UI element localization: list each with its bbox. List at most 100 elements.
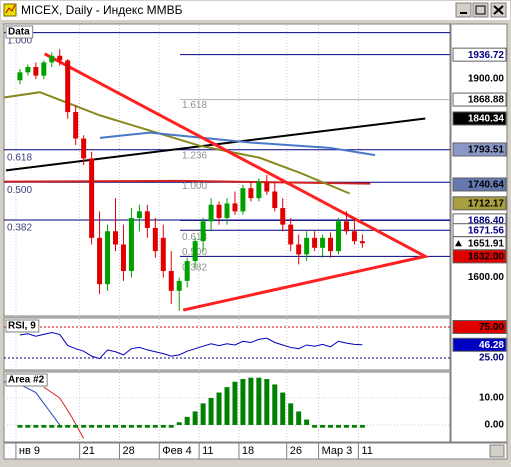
bar xyxy=(57,424,63,428)
price-label: 1868.88 xyxy=(468,95,505,106)
candle-body xyxy=(240,188,246,212)
candle-body xyxy=(120,244,126,271)
candle-body xyxy=(232,203,238,212)
candle-body xyxy=(288,224,294,245)
y-tick-label: 1900.00 xyxy=(468,74,505,85)
last-value-label-box xyxy=(452,337,507,352)
bar xyxy=(240,379,246,425)
candle-body xyxy=(208,204,214,222)
price-label-box xyxy=(452,142,507,157)
fib-label: 0.618 xyxy=(182,232,207,243)
bar xyxy=(73,424,79,428)
candle-body xyxy=(359,241,365,244)
fib-label: 1.000 xyxy=(7,35,32,46)
fib-label: 0.618 xyxy=(7,152,32,163)
bar xyxy=(272,384,278,425)
bar xyxy=(351,424,357,428)
bar xyxy=(41,424,47,428)
y-tick-label: 10.00 xyxy=(479,393,504,404)
price-label: 1793.51 xyxy=(468,145,505,156)
candle-body xyxy=(304,237,310,255)
bar xyxy=(312,424,318,428)
y-tick-label: 25.00 xyxy=(479,353,504,364)
bar xyxy=(89,424,95,428)
bar xyxy=(168,424,174,428)
bar xyxy=(184,416,190,425)
candle-body xyxy=(33,67,39,76)
bar xyxy=(216,392,222,425)
candle-body xyxy=(144,211,150,228)
price-label-box xyxy=(452,111,507,126)
candle-body xyxy=(25,67,31,73)
bar xyxy=(200,403,206,425)
bar xyxy=(25,424,31,428)
date-label: 18 xyxy=(242,445,254,457)
candle-body xyxy=(168,270,174,291)
bar xyxy=(152,424,158,428)
bar xyxy=(81,424,87,428)
y-tick-label: 75.00 xyxy=(479,322,504,333)
bar xyxy=(128,424,134,428)
window-buttons[interactable] xyxy=(455,2,507,18)
corner-button[interactable] xyxy=(489,444,505,458)
bar xyxy=(328,424,334,428)
price-label: 1936.72 xyxy=(468,50,505,61)
overlay-line xyxy=(3,179,371,185)
candle-body xyxy=(160,237,166,271)
price-label: 1632.00 xyxy=(468,252,505,263)
candle-body xyxy=(184,261,190,281)
bar xyxy=(304,419,310,425)
date-label: 28 xyxy=(122,445,134,457)
y-tick-label-box xyxy=(452,319,507,334)
candle-body xyxy=(320,237,326,248)
bar xyxy=(49,424,55,428)
close-glyph xyxy=(493,5,504,15)
candle-body xyxy=(97,237,103,285)
date-axis xyxy=(3,442,508,460)
bar xyxy=(144,424,150,428)
bar xyxy=(160,424,166,428)
candle-body xyxy=(73,112,79,139)
candle-body xyxy=(152,227,158,252)
candle-body xyxy=(351,231,357,242)
candle-body xyxy=(136,211,142,218)
candle-body xyxy=(224,203,230,218)
fib-label: 0.500 xyxy=(7,185,32,196)
bar xyxy=(192,411,198,425)
last-close-label: 1651.91 xyxy=(468,238,505,249)
bar xyxy=(264,379,270,425)
fib-label: 0.382 xyxy=(7,223,32,234)
y-tick-label: 1600.00 xyxy=(468,272,505,283)
price-label-box xyxy=(452,47,507,62)
pane-label-box xyxy=(5,373,48,387)
price-label-box xyxy=(452,177,507,192)
last-close-arrow xyxy=(455,240,462,247)
rsi-line xyxy=(19,332,363,360)
candle-body xyxy=(89,158,95,238)
candle-body xyxy=(248,188,254,199)
fib-label: 0.382 xyxy=(182,262,207,273)
candle-body xyxy=(280,208,286,225)
bar xyxy=(359,424,365,428)
bar xyxy=(136,424,142,428)
pane-label: Data xyxy=(8,27,30,38)
bar xyxy=(17,424,23,428)
bar xyxy=(232,381,238,425)
candle-body xyxy=(128,218,134,271)
candle-body xyxy=(105,231,111,285)
window-icon xyxy=(3,3,17,17)
maximize-glyph xyxy=(475,5,486,15)
bar xyxy=(288,403,294,425)
candle-body xyxy=(113,231,118,245)
maximize-button[interactable] xyxy=(472,2,489,18)
pane-label: Area #2 xyxy=(8,375,45,386)
bar xyxy=(296,411,302,425)
minimize-button[interactable] xyxy=(455,2,472,18)
bar xyxy=(176,422,182,425)
last-value-label: 46.28 xyxy=(479,340,504,351)
candle-body xyxy=(57,55,63,61)
fib-label: 1.618 xyxy=(182,100,207,111)
bar xyxy=(256,377,262,425)
overlay-line xyxy=(43,52,430,312)
